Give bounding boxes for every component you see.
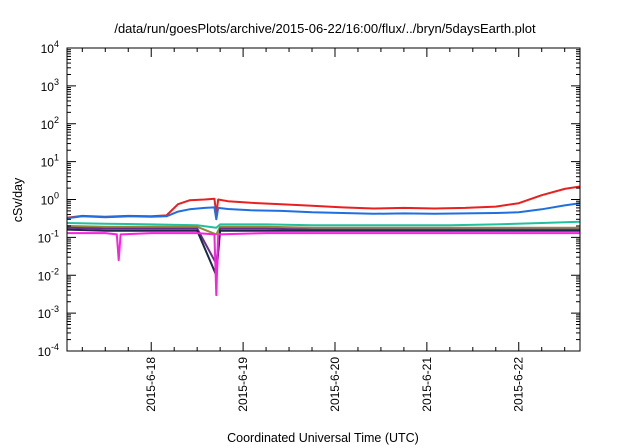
series-line-2 [66,202,581,221]
y-tick-label: 103 [41,77,59,94]
y-tick-label: 104 [41,39,59,56]
series-layer [66,185,581,297]
y-axis-label: cSv/day [11,177,25,222]
series-line-6 [66,228,580,277]
y-tick-label: 10-4 [38,342,59,359]
y-tick-label: 10-3 [38,304,59,321]
series-line-7 [67,232,580,297]
x-tick-label: 2015-6-22 [512,357,526,412]
x-tick-label: 2015-6-21 [420,357,434,412]
x-axis-label: Coordinated Universal Time (UTC) [227,431,419,445]
y-tick-label: 102 [41,115,59,132]
y-tick-label: 10-1 [38,228,59,245]
x-tick-label: 2015-6-20 [328,357,342,412]
series-line-4 [66,225,580,236]
series-line-3 [66,220,581,229]
y-tick-label: 101 [41,153,59,170]
x-tick-label: 2015-6-18 [144,357,158,412]
chart-title: /data/run/goesPlots/archive/2015-06-22/1… [114,21,536,36]
y-tick-label: 10-2 [38,266,59,283]
plot-frame [66,47,581,352]
axis-layer: 104 103 102 101 100 10-1 10-2 10-3 10-4 2015-6-18… [38,39,580,412]
x-tick-label: 2015-6-19 [236,357,250,412]
y-tick-label: 100 [41,191,59,208]
series-line-5 [66,226,580,265]
